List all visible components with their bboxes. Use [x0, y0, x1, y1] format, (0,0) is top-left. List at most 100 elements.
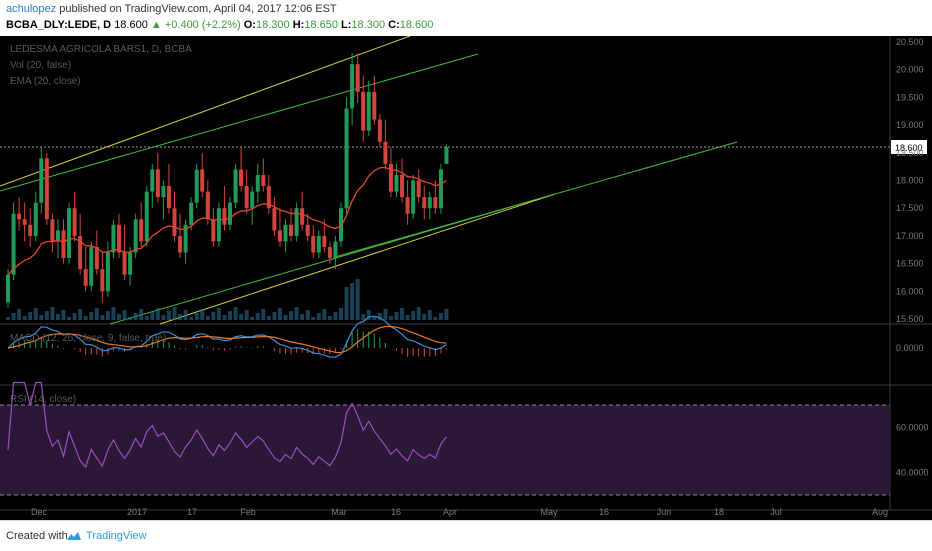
time-tick-label: Aug [872, 507, 888, 517]
volume-bar [78, 309, 83, 320]
tradingview-brand-link[interactable]: TradingView [86, 530, 147, 542]
channel-upper-green [0, 53, 479, 192]
candle-body [311, 235, 316, 253]
volume-bar [228, 311, 232, 320]
volume-bar [277, 308, 282, 320]
candle-body [283, 224, 288, 242]
quote-line: BCBA_DLY:LEDE, D 18.600 ▲ +0.400 (+2.2%)… [6, 19, 433, 31]
time-tick-label: Jun [657, 507, 672, 517]
price-tick-label: 17.000 [896, 231, 924, 241]
channel-lower-yellow [159, 193, 556, 325]
candle-body [383, 141, 388, 164]
open-value: 18.300 [255, 19, 290, 31]
volume-bar [255, 313, 260, 320]
candle-body [55, 230, 60, 242]
chart-canvas[interactable]: 18.600 20.500 20.000 19.500 19.000 18.500 18.… [0, 36, 932, 520]
published-text: published on TradingView.com, April 04, … [59, 3, 337, 15]
candle-body [372, 91, 377, 120]
volume-bar [422, 314, 427, 320]
candle-body [294, 208, 299, 236]
candle-body [155, 169, 160, 198]
volume-bar [250, 317, 255, 320]
volume-bar [72, 313, 77, 320]
candle-body [33, 202, 38, 236]
macd-tick-label: 0.0000 [896, 343, 924, 353]
volume-bar [366, 310, 371, 320]
candle-body [83, 269, 88, 286]
volume-bar [194, 313, 199, 320]
volume-bar [283, 315, 288, 320]
legend-vol[interactable]: Vol (20, false) [10, 60, 72, 71]
high-label: H: [292, 19, 305, 31]
trendline-extension [334, 141, 738, 258]
volume-bar [416, 307, 421, 320]
time-tick-label: 16 [391, 507, 401, 517]
volume-bar [272, 312, 277, 320]
volume-bar [144, 316, 149, 320]
candle-body [222, 208, 227, 225]
candle-body [405, 197, 410, 214]
candle-body [189, 202, 194, 225]
candlesticks [6, 53, 449, 308]
candle-body [22, 219, 27, 225]
candle-body [133, 219, 138, 253]
volume-bar [183, 310, 188, 320]
candle-body [289, 224, 294, 236]
chart-area[interactable]: 18.600 20.500 20.000 19.500 19.000 18.500 18.… [0, 36, 932, 520]
time-axis-ticks: Dec 2017 17 Feb Mar 16 Apr May 16 Jun 18 Jul Aug [31, 507, 888, 517]
price-change: ▲ +0.400 (+2.2%) [150, 19, 241, 31]
candle-body [266, 186, 271, 209]
price-axis-ticks: 20.500 20.000 19.500 19.000 18.500 18.000 17.5… [896, 37, 924, 324]
volume-bar [94, 308, 99, 320]
volume-bar [327, 316, 332, 320]
low-value: 18.300 [351, 19, 386, 31]
volume-bar [211, 312, 216, 320]
legend-ema[interactable]: EMA (20, close) [10, 76, 81, 87]
candle-body [172, 208, 177, 236]
created-with-label: Created with [6, 530, 68, 542]
volume-bar [333, 312, 338, 320]
candle-body [239, 169, 244, 187]
volume-bar [161, 315, 166, 320]
time-tick-label: May [540, 507, 558, 517]
time-tick-label: Feb [240, 507, 256, 517]
time-tick-label: Dec [31, 507, 48, 517]
time-tick-label: 17 [187, 507, 197, 517]
candle-body [300, 208, 305, 225]
candle-body [183, 224, 188, 253]
candle-body [166, 186, 171, 209]
candle-body [339, 208, 343, 242]
volume-bar [311, 317, 316, 320]
volume-bar [361, 314, 366, 320]
close-label: C: [388, 19, 400, 31]
candle-body [128, 252, 133, 275]
author-link[interactable]: achulopez [6, 3, 57, 15]
price-tick-label: 16.500 [896, 259, 924, 269]
rsi-line [7, 381, 447, 469]
candle-body [250, 191, 255, 209]
channel-upper-yellow [0, 36, 411, 187]
volume-bar [83, 316, 88, 320]
candle-body [427, 197, 432, 209]
ema-line [7, 166, 447, 276]
legend-title: LEDESMA AGRICOLA BARS1, D, BCBA [10, 44, 192, 55]
volume-bar [150, 312, 155, 320]
symbol-label: BCBA_DLY:LEDE, D [6, 19, 112, 31]
volume-bar [61, 310, 66, 320]
price-tick-label: 19.500 [896, 92, 924, 102]
candle-body [200, 169, 205, 192]
candle-body [61, 230, 66, 259]
last-price-tag [891, 140, 927, 154]
volume-bar [394, 312, 399, 320]
legend-rsi[interactable]: RSI (14, close) [10, 394, 77, 405]
candle-body [305, 224, 310, 236]
candle-body [94, 246, 99, 270]
volume-bars [6, 279, 449, 320]
close-value: 18.600 [399, 19, 434, 31]
publish-line: achulopez published on TradingView.com, … [6, 3, 337, 15]
volume-bar [266, 316, 271, 320]
volume-bar [294, 307, 299, 320]
rsi-tick-label: 60.0000 [896, 423, 929, 433]
legend-macd[interactable]: MACD (12, 26, close, 9, false, true) [10, 333, 167, 344]
price-tick-label: 20.000 [896, 65, 924, 75]
